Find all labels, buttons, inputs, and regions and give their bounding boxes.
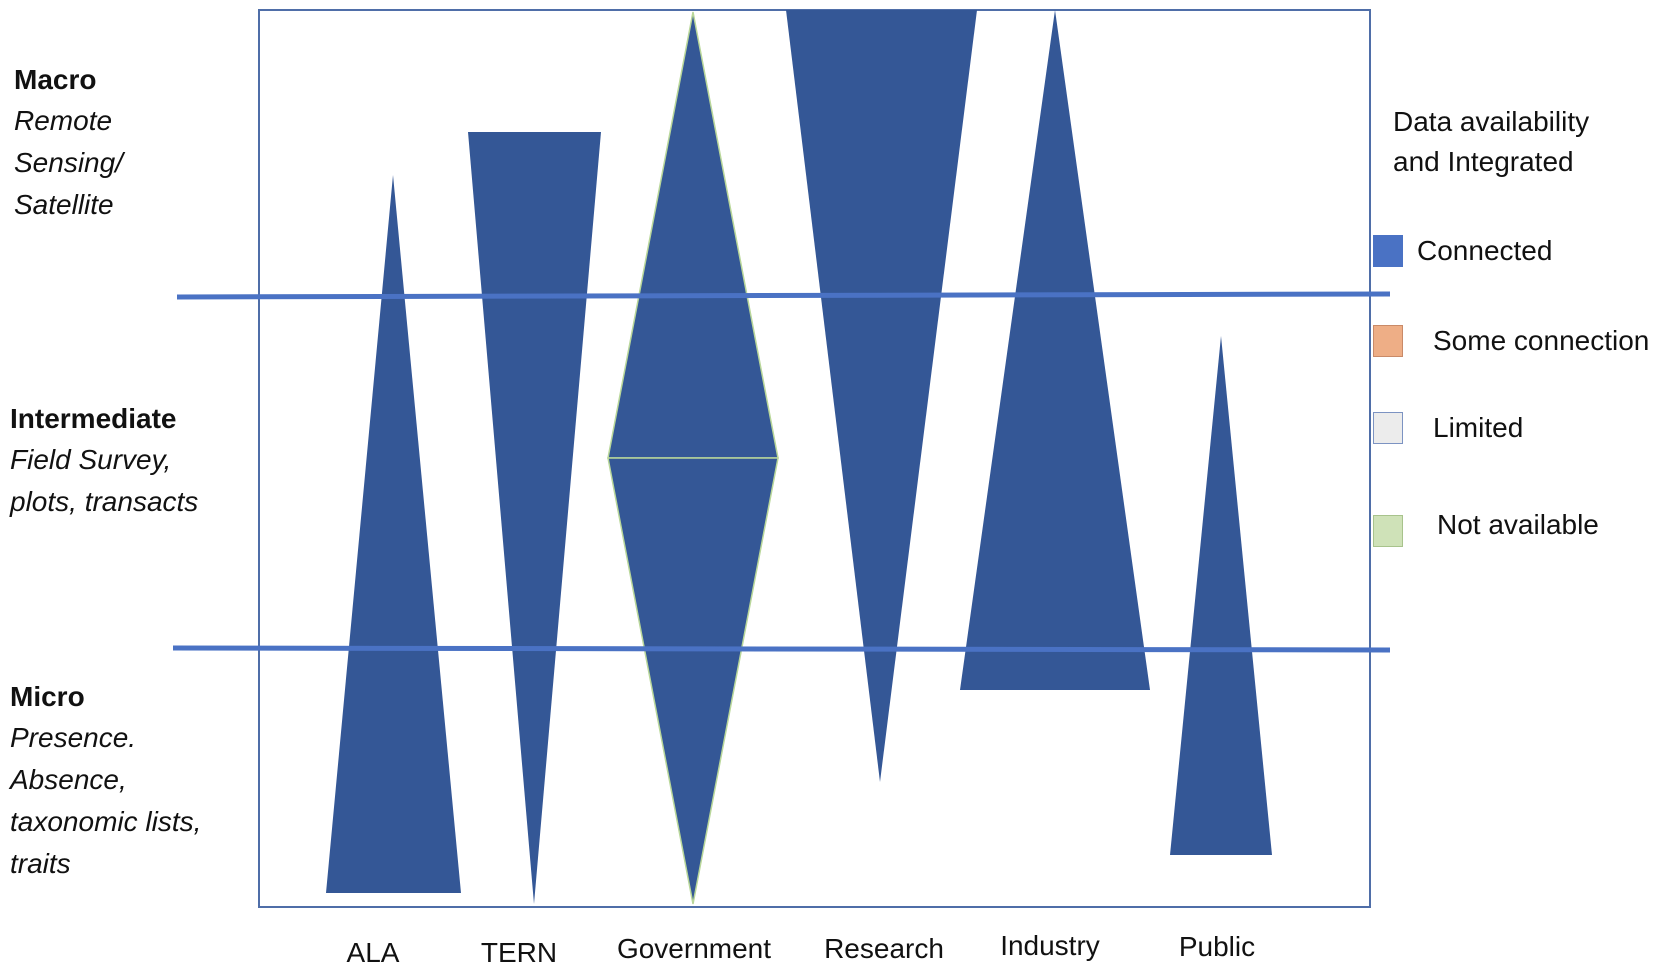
shape-industry <box>960 10 1150 690</box>
legend-label-connected: Connected <box>1417 235 1552 267</box>
category-label-government: Government <box>594 932 794 966</box>
level-title: Macro <box>14 60 123 100</box>
divider-macro-intermediate <box>177 294 1390 297</box>
level-macro: Macro Remote Sensing/ Satellite <box>14 60 123 226</box>
category-label-public: Public <box>1117 930 1317 964</box>
legend-swatch-some-connection <box>1373 325 1403 357</box>
shape-tern <box>468 132 601 904</box>
legend-label-not-available: Not available <box>1437 509 1599 541</box>
level-desc-line: Absence, <box>10 759 201 801</box>
level-desc-line: Field Survey, <box>10 439 198 481</box>
shape-public <box>1170 336 1272 855</box>
level-desc-line: Presence. <box>10 717 201 759</box>
shape-government-upper <box>608 12 778 458</box>
shape-ala <box>326 175 461 893</box>
level-desc-line: Sensing/ <box>14 142 123 184</box>
legend-swatch-not-available <box>1373 515 1403 547</box>
legend-label-some-connection: Some connection <box>1433 325 1649 357</box>
legend-title-line: Data availability <box>1393 102 1589 142</box>
legend-swatch-limited <box>1373 412 1403 444</box>
level-desc-line: Remote <box>14 100 123 142</box>
shape-government-lower <box>608 458 778 904</box>
divider-intermediate-micro <box>173 648 1390 650</box>
level-desc-line: traits <box>10 843 201 885</box>
shape-research <box>786 10 977 782</box>
legend-title: Data availability and Integrated <box>1393 102 1589 182</box>
level-title: Intermediate <box>10 399 198 439</box>
level-title: Micro <box>10 677 201 717</box>
legend-label-limited: Limited <box>1433 412 1523 444</box>
legend-swatch-connected <box>1373 235 1403 267</box>
level-intermediate: Intermediate Field Survey, plots, transa… <box>10 399 198 523</box>
category-label-tern: TERN <box>419 936 619 970</box>
legend-title-line: and Integrated <box>1393 142 1589 182</box>
level-desc-line: Satellite <box>14 184 123 226</box>
level-desc-line: taxonomic lists, <box>10 801 201 843</box>
level-micro: Micro Presence. Absence, taxonomic lists… <box>10 677 201 885</box>
level-desc-line: plots, transacts <box>10 481 198 523</box>
